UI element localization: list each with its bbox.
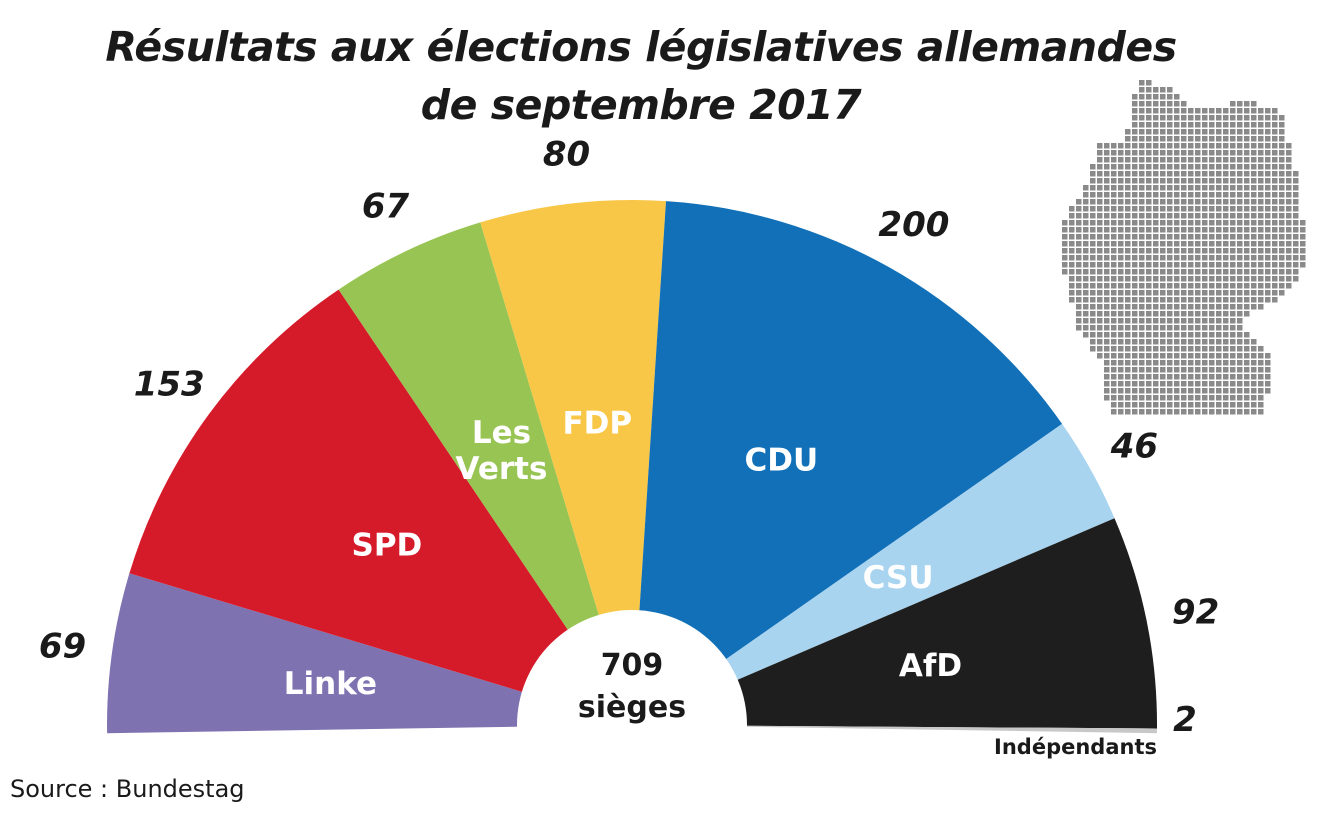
center-hole — [517, 610, 747, 827]
party-label-les-verts-1: Les — [472, 415, 531, 451]
germany-map-icon — [1062, 80, 1306, 415]
party-label-les-verts-2: Verts — [456, 451, 548, 487]
total-seats-value: 709 — [601, 648, 664, 683]
party-label-afd: AfD — [899, 648, 962, 684]
slice-independants — [632, 725, 1157, 734]
party-label-fdp: FDP — [562, 406, 632, 442]
seat-count-csu: 46 — [1110, 426, 1158, 466]
slice-csu — [632, 423, 1115, 725]
party-label-independants: Indépendants — [994, 735, 1157, 759]
seat-count-spd: 153 — [134, 365, 205, 405]
seat-count-fdp: 80 — [543, 135, 590, 175]
chart-title-line-2: de septembre 2017 — [420, 81, 862, 129]
total-seats-unit: sièges — [578, 690, 686, 725]
seat-count-linke: 69 — [39, 627, 86, 667]
chart-title: Résultats aux élections législatives all… — [0, 18, 1282, 134]
party-label-linke: Linke — [284, 666, 377, 702]
seat-count-cdu: 200 — [878, 205, 949, 245]
party-label-cdu: CDU — [744, 443, 818, 479]
party-label-spd: SPD — [352, 527, 423, 563]
seat-count-afd: 92 — [1172, 592, 1219, 632]
slice-linke — [107, 573, 633, 734]
slice-cdu — [632, 201, 1063, 726]
slice-les-verts — [338, 222, 632, 725]
seat-count-independants: 2 — [1173, 700, 1197, 740]
slice-afd — [632, 518, 1158, 729]
party-label-csu: CSU — [863, 560, 934, 596]
chart-title-line-1: Résultats aux élections législatives all… — [105, 23, 1177, 71]
seat-count-les-verts: 67 — [362, 187, 410, 227]
slice-spd — [129, 289, 632, 725]
hemicycle-slices — [107, 199, 1158, 734]
source-note: Source : Bundestag — [10, 775, 245, 803]
slice-fdp — [480, 199, 666, 725]
